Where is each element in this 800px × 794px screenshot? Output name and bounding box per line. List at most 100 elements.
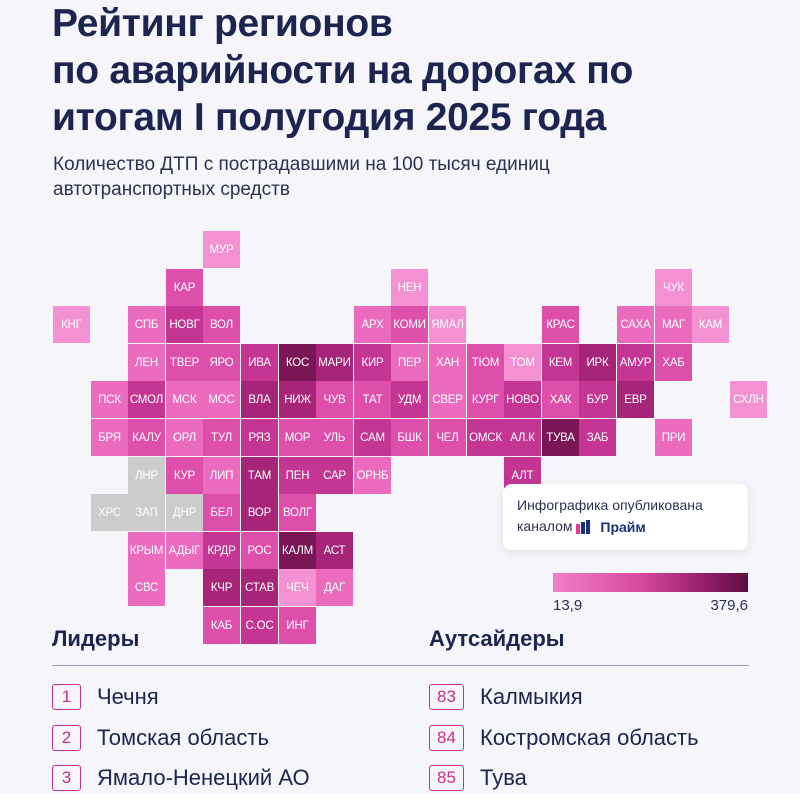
region-tile-вол: ВОЛ [203, 306, 240, 343]
region-tile-омск: ОМСК [467, 419, 504, 456]
region-tile-мари: МАРИ [316, 344, 353, 381]
region-tile-заб: ЗАБ [579, 419, 616, 456]
region-tile-удм: УДМ [391, 381, 428, 418]
region-tile-свс: СВС [128, 569, 165, 606]
region-tile-хрс: ХРС [91, 494, 128, 531]
region-tile-евр: ЕВР [617, 381, 654, 418]
page-title: Рейтинг регионов по аварийности на дорог… [52, 0, 772, 141]
region-tile-хаб: ХАБ [655, 344, 692, 381]
region-tile-вор: ВОР [241, 494, 278, 531]
region-tile-мур: МУР [203, 231, 240, 268]
region-tile-кчр: КЧР [203, 569, 240, 606]
rank-badge: 1 [52, 684, 81, 710]
scale-min-label: 13,9 [553, 597, 583, 614]
divider [52, 665, 749, 666]
prime-logo: Прайм [576, 517, 646, 538]
rank-badge: 2 [52, 725, 81, 751]
region-tile-пен: ПЕН [279, 457, 316, 494]
region-tile-чув: ЧУВ [316, 381, 353, 418]
region-tile-тува: ТУВА [542, 419, 579, 456]
region-tile-хак: ХАК [542, 381, 579, 418]
rank-badge: 84 [429, 725, 464, 751]
region-tile-волг: ВОЛГ [279, 494, 316, 531]
region-tile-адыг: АДЫГ [166, 532, 203, 569]
region-tile-свер: СВЕР [429, 381, 466, 418]
subtitle-line-1: Количество ДТП с пострадавшими на 100 ты… [53, 154, 550, 175]
region-tile-тюм: ТЮМ [467, 344, 504, 381]
region-tile-сар: САР [316, 457, 353, 494]
region-tile-схлн: СХЛН [730, 381, 767, 418]
region-tile-кам: КАМ [692, 306, 729, 343]
region-tile-сам: САМ [354, 419, 391, 456]
region-tile-каб: КАБ [203, 607, 240, 644]
color-scale-bar [553, 573, 748, 592]
publication-note: Инфографика опубликована каналом Прайм [503, 484, 748, 550]
region-tile-лнр: ЛНР [128, 457, 165, 494]
region-name: Ямало-Ненецкий АО [97, 765, 310, 790]
region-tile-чук: ЧУК [655, 269, 692, 306]
region-tile-ирк: ИРК [579, 344, 616, 381]
outsider-item: 84 Костромская область [429, 725, 699, 751]
region-name: Тува [480, 765, 527, 790]
region-tile-саха: САХА [617, 306, 654, 343]
region-tile-бур: БУР [579, 381, 616, 418]
region-tile-мос: МОС [203, 381, 240, 418]
region-tile-нен: НЕН [391, 269, 428, 306]
region-tile-ниж: НИЖ [279, 381, 316, 418]
region-tile-ряз: РЯЗ [241, 419, 278, 456]
region-tile-бел: БЕЛ [203, 494, 240, 531]
region-tile-лип: ЛИП [203, 457, 240, 494]
region-tile-орнб: ОРНБ [354, 457, 391, 494]
region-tile-при: ПРИ [655, 419, 692, 456]
region-tile-новг: НОВГ [166, 306, 203, 343]
region-tile-днр: ДНР [166, 494, 203, 531]
title-line-2: по аварийности на дорогах по [52, 49, 634, 92]
prime-logo-icon [576, 520, 591, 535]
region-tile-маг: МАГ [655, 306, 692, 343]
region-tile-зап: ЗАП [128, 494, 165, 531]
title-line-3: итогам I полугодия 2025 года [52, 96, 607, 139]
color-scale-legend: 13,9 379,6 [553, 573, 748, 614]
outsider-item: 85 Тува [429, 765, 527, 791]
region-tile-ямал: ЯМАЛ [429, 306, 466, 343]
region-tile-кург: КУРГ [467, 381, 504, 418]
prime-logo-name: Прайм [600, 518, 646, 535]
region-name: Чечня [97, 684, 159, 709]
region-tile-кур: КУР [166, 457, 203, 494]
outsider-item: 83 Калмыкия [429, 684, 583, 710]
region-name: Костромская область [480, 725, 699, 750]
rank-badge: 3 [52, 765, 81, 791]
region-tile-смол: СМОЛ [128, 381, 165, 418]
region-tile-том: ТОМ [504, 344, 541, 381]
region-tile-крас: КРАС [542, 306, 579, 343]
region-tile-калм: КАЛМ [279, 532, 316, 569]
region-tile-мор: МОР [279, 419, 316, 456]
leader-item: 1 Чечня [52, 684, 159, 710]
region-tile-яро: ЯРО [203, 344, 240, 381]
title-line-1: Рейтинг регионов [52, 2, 393, 45]
rank-badge: 85 [429, 765, 464, 791]
region-tile-ал.к: АЛ.К [504, 419, 541, 456]
region-tile-коми: КОМИ [391, 306, 428, 343]
region-tile-инг: ИНГ [279, 607, 316, 644]
region-tile-твер: ТВЕР [166, 344, 203, 381]
region-name: Томская область [97, 725, 269, 750]
region-tile-с.ос: С.ОС [241, 607, 278, 644]
region-tile-пск: ПСК [91, 381, 128, 418]
region-tile-чел: ЧЕЛ [429, 419, 466, 456]
region-tile-пер: ПЕР [391, 344, 428, 381]
region-tile-кнг: КНГ [53, 306, 90, 343]
region-tile-лен: ЛЕН [128, 344, 165, 381]
region-tile-ива: ИВА [241, 344, 278, 381]
region-tile-аст: АСТ [316, 532, 353, 569]
region-tile-ново: НОВО [504, 381, 541, 418]
region-tile-чеч: ЧЕЧ [279, 569, 316, 606]
region-tile-мск: МСК [166, 381, 203, 418]
region-tile-крым: КРЫМ [128, 532, 165, 569]
region-tile-бря: БРЯ [91, 419, 128, 456]
region-tile-вла: ВЛА [241, 381, 278, 418]
region-tile-уль: УЛЬ [316, 419, 353, 456]
region-tile-кем: КЕМ [542, 344, 579, 381]
leader-item: 3 Ямало-Ненецкий АО [52, 765, 310, 791]
region-tile-там: ТАМ [241, 457, 278, 494]
